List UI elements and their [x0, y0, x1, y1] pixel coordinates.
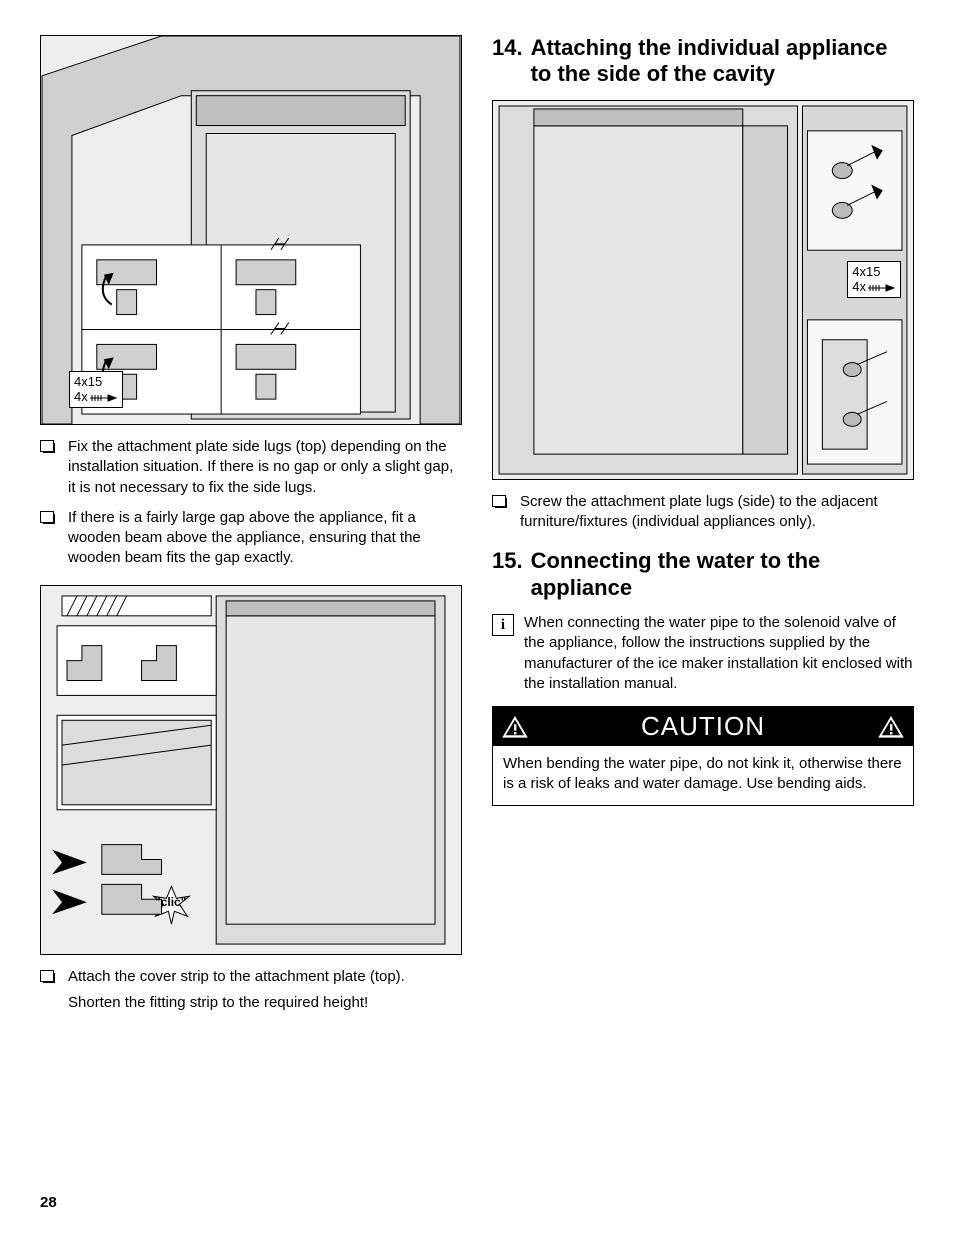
list-item: Fix the attachment plate side lugs (top)…	[40, 437, 462, 498]
caution-box: CAUTION When bending the water pipe, do …	[492, 706, 914, 806]
info-icon: i	[492, 614, 514, 636]
figure3-screw-label: 4x15 4x	[847, 261, 901, 298]
clic-label: "clic"	[151, 893, 190, 911]
caution-body: When bending the water pipe, do not kink…	[493, 746, 913, 805]
bullet-list-c: Screw the attachment plate lugs (side) t…	[492, 492, 914, 533]
figure-cover-strip: "clic"	[40, 585, 462, 955]
list-item: Shorten the fitting strip to the require…	[40, 993, 462, 1013]
warning-triangle-icon	[501, 715, 529, 739]
heading-14: 14. Attaching the individual appliance t…	[492, 35, 914, 88]
info-note: i When connecting the water pipe to the …	[492, 613, 914, 694]
caution-title: CAUTION	[641, 711, 765, 742]
right-column: 14. Attaching the individual appliance t…	[492, 35, 914, 1029]
figure1-illustration	[41, 36, 461, 424]
figure2-illustration	[41, 586, 461, 954]
bullet-text: Shorten the fitting strip to the require…	[68, 993, 368, 1013]
heading-text: Connecting the water to the appliance	[531, 548, 914, 601]
bullet-marker-icon	[40, 440, 54, 452]
figure1-screw-label: 4x15 4x	[69, 371, 123, 408]
bullet-list-b: Attach the cover strip to the attachment…	[40, 967, 462, 1014]
bullet-marker-icon	[40, 511, 54, 523]
bullet-list-a: Fix the attachment plate side lugs (top)…	[40, 437, 462, 569]
bullet-text: If there is a fairly large gap above the…	[68, 508, 462, 569]
list-item: Attach the cover strip to the attachment…	[40, 967, 462, 987]
heading-text: Attaching the individual appliance to th…	[531, 35, 914, 88]
list-item: If there is a fairly large gap above the…	[40, 508, 462, 569]
list-item: Screw the attachment plate lugs (side) t…	[492, 492, 914, 533]
heading-number: 15.	[492, 548, 523, 574]
caution-header: CAUTION	[493, 707, 913, 746]
screw-spec: 4x15	[74, 374, 102, 389]
heading-number: 14.	[492, 35, 523, 61]
warning-triangle-icon	[877, 715, 905, 739]
figure-attachment-plate-top: 4x15 4x	[40, 35, 462, 425]
page-number: 28	[40, 1194, 57, 1211]
screw-count: 4x	[74, 389, 88, 404]
left-column: 4x15 4x Fix the attachment plate side lu…	[40, 35, 462, 1029]
bullet-marker-icon	[40, 970, 54, 982]
bullet-text: Fix the attachment plate side lugs (top)…	[68, 437, 462, 498]
figure-side-attachment: 4x15 4x	[492, 100, 914, 480]
bullet-text: Attach the cover strip to the attachment…	[68, 967, 405, 987]
bullet-text: Screw the attachment plate lugs (side) t…	[520, 492, 914, 533]
bullet-marker-icon	[492, 495, 506, 507]
heading-15: 15. Connecting the water to the applianc…	[492, 548, 914, 601]
screw-count: 4x	[852, 279, 866, 294]
info-text: When connecting the water pipe to the so…	[524, 613, 914, 694]
two-column-layout: 4x15 4x Fix the attachment plate side lu…	[40, 35, 914, 1029]
screw-spec: 4x15	[852, 264, 880, 279]
